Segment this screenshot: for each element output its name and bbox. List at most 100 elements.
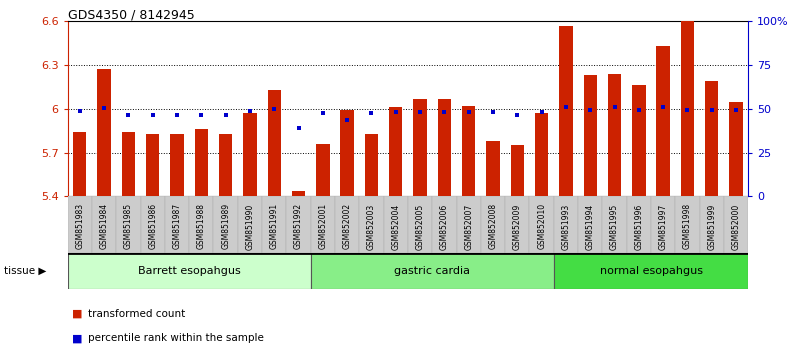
Text: GSM852000: GSM852000 [732, 203, 740, 250]
Point [730, 107, 743, 113]
Bar [68, 253, 310, 289]
Bar [310, 196, 335, 253]
Bar [457, 196, 481, 253]
Bar [292, 190, 305, 196]
Text: GSM852009: GSM852009 [513, 203, 522, 250]
Point [170, 112, 183, 118]
Point [122, 112, 135, 118]
Bar [651, 196, 675, 253]
Bar [462, 106, 475, 196]
Bar [384, 196, 408, 253]
Bar [560, 25, 572, 196]
Text: GSM852010: GSM852010 [537, 203, 546, 249]
Bar [165, 196, 189, 253]
Bar [146, 134, 159, 196]
Point [341, 117, 353, 122]
Text: tissue ▶: tissue ▶ [4, 266, 46, 276]
Point [633, 108, 646, 113]
Text: GSM851991: GSM851991 [270, 203, 279, 249]
Point [657, 104, 669, 110]
Bar [316, 144, 330, 196]
Text: ■: ■ [72, 333, 82, 343]
Bar [68, 196, 92, 253]
Bar [705, 81, 719, 196]
Point [98, 105, 111, 111]
Bar [486, 141, 500, 196]
Text: GSM851996: GSM851996 [634, 203, 643, 250]
Text: GSM851998: GSM851998 [683, 203, 692, 249]
Point [219, 112, 232, 118]
Bar [262, 196, 287, 253]
Bar [267, 90, 281, 196]
Point [535, 109, 548, 115]
Text: GSM852001: GSM852001 [318, 203, 327, 249]
Point [438, 109, 451, 115]
Bar [341, 110, 354, 196]
Text: GSM852006: GSM852006 [440, 203, 449, 250]
Bar [603, 196, 626, 253]
Bar [189, 196, 213, 253]
Text: GSM852005: GSM852005 [416, 203, 424, 250]
Text: GSM851999: GSM851999 [708, 203, 716, 250]
Bar [141, 196, 165, 253]
Bar [408, 196, 432, 253]
Text: ■: ■ [72, 309, 82, 319]
Point [681, 108, 694, 113]
Point [705, 108, 718, 113]
Point [317, 110, 330, 116]
Bar [511, 145, 524, 196]
Point [511, 112, 524, 118]
Bar [729, 102, 743, 196]
Bar [170, 134, 184, 196]
Point [608, 104, 621, 110]
Text: GSM852008: GSM852008 [489, 203, 498, 249]
Bar [438, 99, 451, 196]
Bar [213, 196, 238, 253]
Bar [535, 113, 548, 196]
Bar [238, 196, 262, 253]
Bar [632, 85, 646, 196]
Bar [92, 196, 116, 253]
Point [195, 112, 208, 118]
Text: GSM851990: GSM851990 [245, 203, 255, 250]
Bar [219, 134, 232, 196]
Bar [626, 196, 651, 253]
Text: transformed count: transformed count [88, 309, 185, 319]
Bar [675, 196, 700, 253]
Text: GSM851985: GSM851985 [124, 203, 133, 249]
Bar [122, 132, 135, 196]
Point [462, 109, 475, 115]
Point [414, 109, 427, 115]
Text: GSM851989: GSM851989 [221, 203, 230, 249]
Bar [608, 74, 621, 196]
Text: GSM851987: GSM851987 [173, 203, 181, 249]
Bar [529, 196, 554, 253]
Text: GSM851995: GSM851995 [610, 203, 619, 250]
Bar [700, 196, 724, 253]
Bar [657, 46, 670, 196]
Text: GSM851984: GSM851984 [100, 203, 108, 249]
Point [584, 108, 597, 113]
Point [560, 104, 572, 110]
Bar [389, 107, 403, 196]
Text: GSM851988: GSM851988 [197, 203, 206, 249]
Bar [578, 196, 603, 253]
Text: normal esopahgus: normal esopahgus [599, 266, 703, 276]
Text: GDS4350 / 8142945: GDS4350 / 8142945 [68, 9, 194, 22]
Text: GSM851997: GSM851997 [658, 203, 668, 250]
Bar [97, 69, 111, 196]
Bar [681, 21, 694, 196]
Bar [481, 196, 505, 253]
Text: GSM852004: GSM852004 [392, 203, 400, 250]
Point [486, 109, 499, 115]
Bar [724, 196, 748, 253]
Bar [244, 113, 256, 196]
Bar [554, 196, 578, 253]
Point [389, 109, 402, 115]
Point [365, 110, 378, 116]
Bar [73, 132, 87, 196]
Point [292, 125, 305, 131]
Bar [413, 99, 427, 196]
Text: GSM852002: GSM852002 [343, 203, 352, 249]
Bar [505, 196, 529, 253]
